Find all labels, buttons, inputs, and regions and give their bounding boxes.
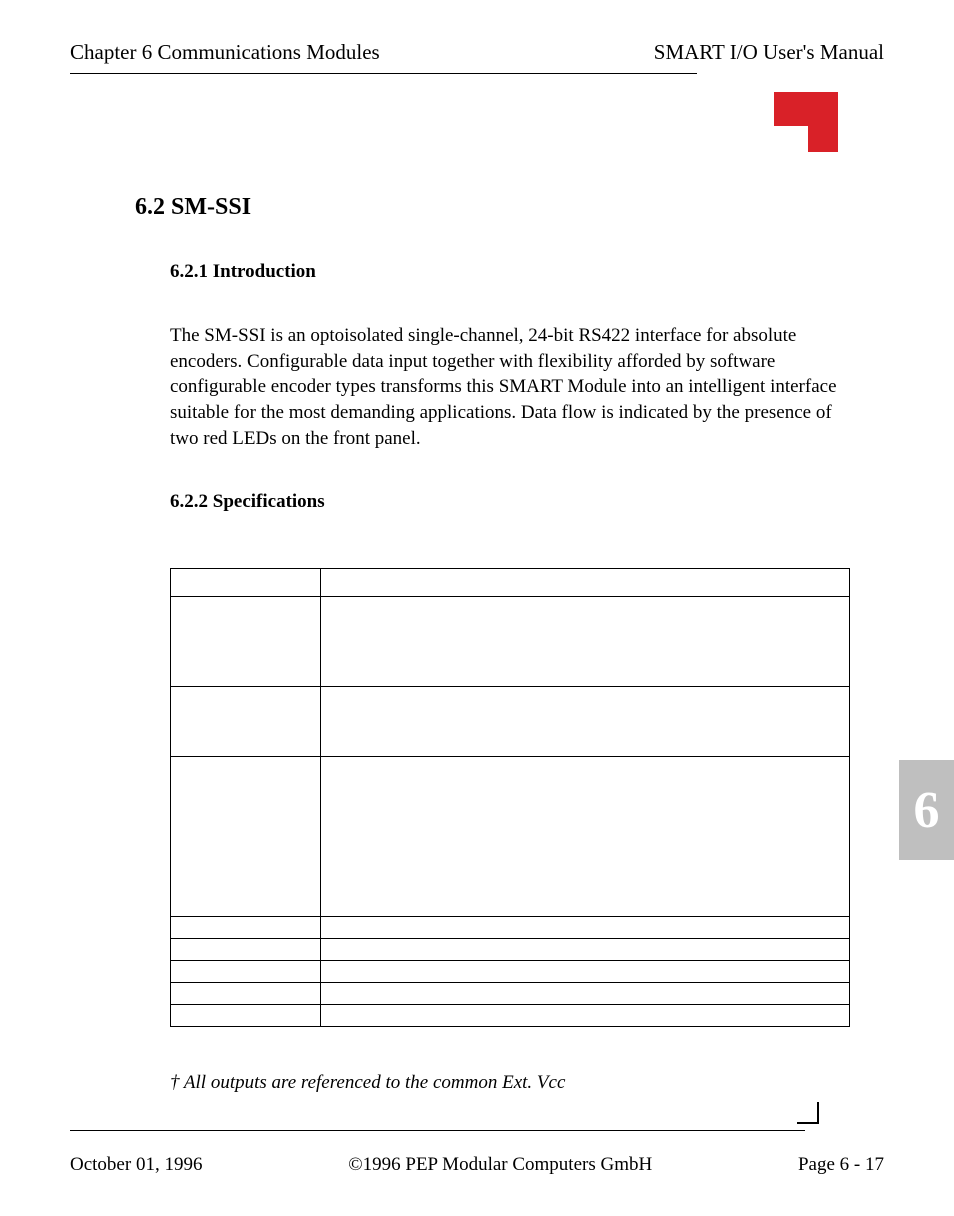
- table-cell: [321, 961, 850, 983]
- footer-page-number: Page 6 - 17: [798, 1154, 884, 1176]
- corner-logo-mark: [774, 92, 844, 152]
- table-row: [171, 983, 850, 1005]
- table-cell: [321, 757, 850, 917]
- introduction-paragraph: The SM-SSI is an optoisolated single-cha…: [170, 323, 844, 451]
- specifications-table: [170, 568, 850, 1027]
- subsection-specifications-title: 6.2.2 Specifications: [170, 491, 884, 513]
- table-cell: [171, 983, 321, 1005]
- page-content: 6.2 SM-SSI 6.2.1 Introduction The SM-SSI…: [70, 194, 884, 1094]
- table-row: [171, 917, 850, 939]
- page-footer: October 01, 1996 ©1996 PEP Modular Compu…: [70, 1154, 884, 1176]
- footer-date: October 01, 1996: [70, 1154, 202, 1176]
- header-rule: [70, 73, 697, 74]
- footer-copyright: ©1996 PEP Modular Computers GmbH: [348, 1154, 652, 1176]
- table-cell: [171, 569, 321, 597]
- table-cell: [321, 569, 850, 597]
- page-header: Chapter 6 Communications Modules SMART I…: [70, 40, 884, 73]
- table-row: [171, 569, 850, 597]
- table-row: [171, 687, 850, 757]
- table-cell: [321, 917, 850, 939]
- subsection-introduction-title: 6.2.1 Introduction: [170, 261, 884, 283]
- table-row: [171, 939, 850, 961]
- table-cell: [171, 597, 321, 687]
- table-cell: [321, 597, 850, 687]
- table-cell: [171, 939, 321, 961]
- table-cell: [171, 757, 321, 917]
- table-cell: [171, 1005, 321, 1027]
- table-cell: [321, 983, 850, 1005]
- table-cell: [171, 961, 321, 983]
- table-row: [171, 597, 850, 687]
- header-chapter-title: Chapter 6 Communications Modules: [70, 40, 380, 65]
- table-row: [171, 961, 850, 983]
- table-cell: [321, 687, 850, 757]
- section-title: 6.2 SM-SSI: [135, 194, 884, 221]
- crop-mark-icon: [797, 1102, 819, 1124]
- table-cell: [171, 687, 321, 757]
- table-row: [171, 1005, 850, 1027]
- table-footnote: † All outputs are referenced to the comm…: [170, 1072, 884, 1094]
- table-cell: [321, 939, 850, 961]
- table-cell: [321, 1005, 850, 1027]
- table-row: [171, 757, 850, 917]
- header-manual-title: SMART I/O User's Manual: [654, 40, 884, 65]
- table-cell: [171, 917, 321, 939]
- chapter-side-tab: 6: [899, 760, 954, 860]
- side-tab-number: 6: [914, 781, 940, 840]
- footer-rule: [70, 1130, 805, 1131]
